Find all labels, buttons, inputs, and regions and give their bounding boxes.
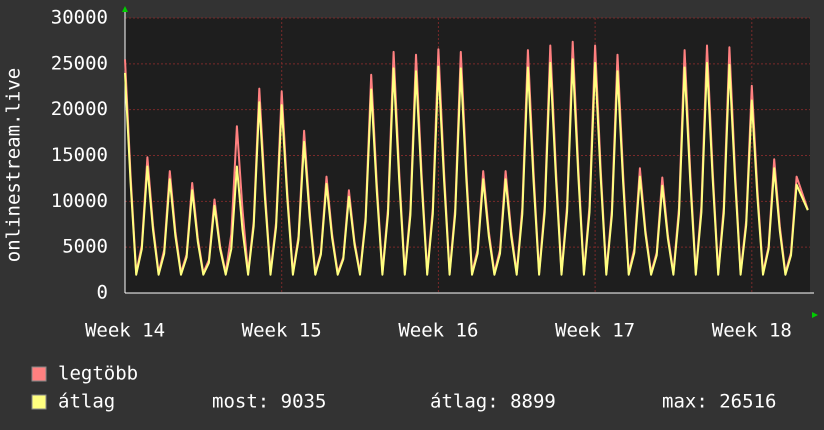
legend-label: legtöbb (58, 363, 138, 385)
y-tick-label: 10000 (51, 190, 108, 212)
y-tick-label: 25000 (51, 52, 108, 74)
x-tick-label: Week 16 (398, 320, 478, 342)
legend-label: átlag (58, 391, 115, 413)
y-tick-label: 5000 (62, 236, 108, 258)
axis-arrow (122, 6, 128, 12)
y-axis-label: onlinestream.live (3, 68, 25, 262)
x-tick-label: Week 15 (242, 320, 322, 342)
legend-stat: max: 26516 (662, 391, 776, 413)
legend-swatch (31, 394, 47, 410)
x-tick-label: Week 14 (85, 320, 165, 342)
x-tick-label: Week 17 (555, 320, 635, 342)
y-tick-label: 15000 (51, 144, 108, 166)
y-tick-label: 0 (97, 282, 108, 304)
axis-arrow (812, 312, 818, 318)
legend-stat: most: 9035 (212, 391, 326, 413)
series-line (124, 58, 809, 276)
x-tick-label: Week 18 (712, 320, 792, 342)
legend-stat: átlag: 8899 (430, 391, 556, 413)
y-tick-label: 30000 (51, 7, 108, 29)
y-tick-label: 20000 (51, 98, 108, 120)
legend-swatch (31, 366, 47, 382)
